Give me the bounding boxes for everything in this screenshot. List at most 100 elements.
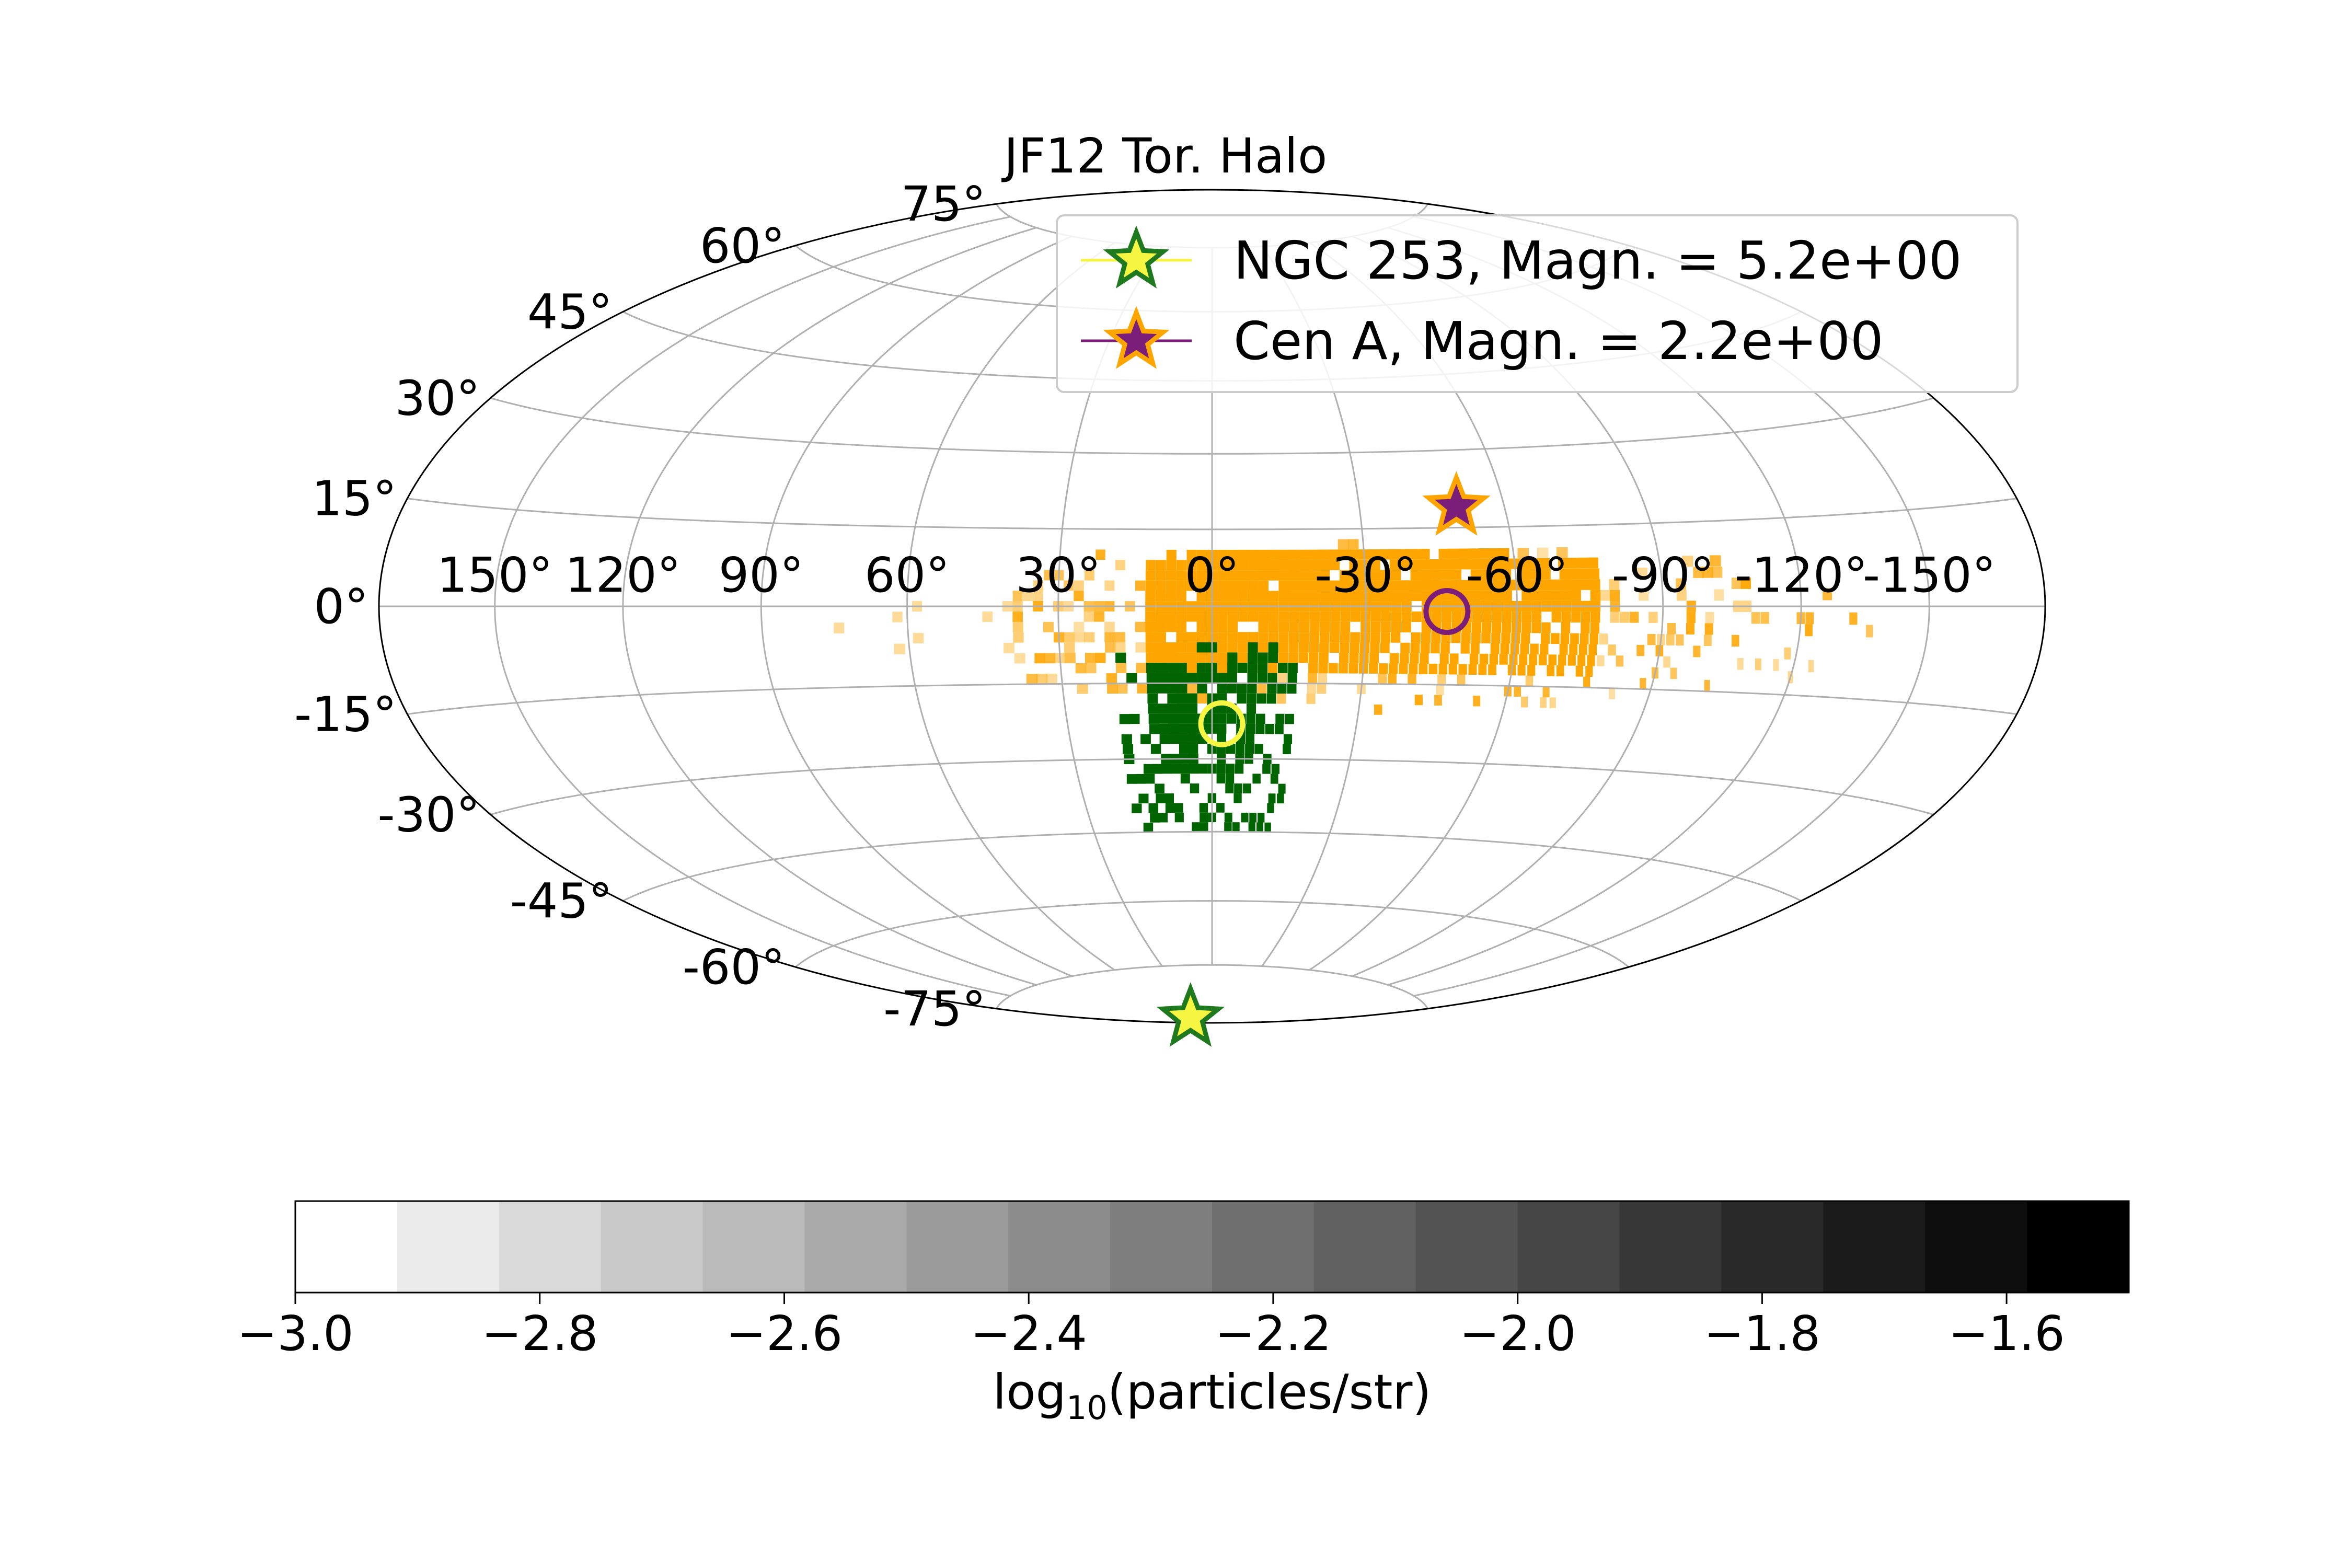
cen-a-density-cell: [1703, 635, 1712, 646]
cen-a-density-cell: [1470, 643, 1480, 654]
colorbar: −3.0 −2.8 −2.6 −2.4 −2.2 −2.0 −1.8 −1.6 log10(p…: [237, 1200, 2130, 1427]
cen-a-density-cell: [1298, 652, 1309, 663]
ngc253-density-cell: [1189, 764, 1199, 774]
cen-a-density-cell: [1379, 663, 1388, 674]
ngc253-density-cell: [1237, 663, 1248, 673]
cen-a-density-cell: [1349, 560, 1360, 570]
cen-a-density-cell: [1540, 643, 1549, 655]
cen-a-density-cell: [1278, 570, 1289, 581]
cen-a-density-cell: [1176, 642, 1187, 653]
colorbar-tick-label: −2.6: [726, 1306, 843, 1362]
cen-a-density-cell: [1481, 580, 1492, 591]
cen-a-density-cell: [1318, 663, 1328, 674]
cen-a-density-cell: [1389, 559, 1401, 570]
ngc253-density-cell: [1168, 713, 1179, 724]
cen-a-density-cell: [1491, 632, 1501, 643]
cen-a-density-cell: [1686, 612, 1696, 624]
legend-label-cen-a: Cen A, Magn. = 2.2e+00: [1233, 310, 1884, 372]
cen-a-density-cell: [1420, 653, 1429, 664]
ngc253-density-cell: [1246, 723, 1255, 734]
cen-a-density-cell: [1600, 590, 1610, 601]
cen-a-density-cell: [1370, 570, 1381, 581]
cen-a-density-cell: [1471, 580, 1482, 591]
ngc253-density-cell: [1248, 642, 1258, 653]
cen-a-density-cell: [1077, 684, 1088, 694]
cen-a-density-cell: [1370, 642, 1380, 653]
ngc253-density-cell: [1227, 652, 1238, 663]
longitude-tick-label: 30°: [1016, 547, 1101, 603]
cen-a-density-cell: [1481, 632, 1491, 643]
cen-a-density-cell: [1420, 642, 1430, 653]
colorbar-level-cell: [1517, 1201, 1620, 1293]
longitude-tick-label: 120°: [565, 547, 681, 603]
cen-a-density-cell: [1034, 653, 1046, 664]
cen-a-density-cell: [1086, 663, 1097, 674]
colorbar-level-cell: [1415, 1201, 1518, 1293]
cen-a-density-cell: [1308, 652, 1319, 663]
cen-a-density-cell: [1156, 591, 1166, 602]
cen-a-density-cell: [1469, 559, 1481, 570]
cen-a-density-cell: [1521, 633, 1530, 644]
cen-a-density-cell: [1278, 580, 1289, 591]
cen-a-density-cell: [1587, 655, 1595, 666]
legend-entry-ngc253: NGC 253, Magn. = 5.2e+00: [1081, 225, 1962, 291]
cen-a-density-cell: [1411, 612, 1422, 622]
cen-a-density-cell: [1319, 652, 1329, 663]
cen-a-density-cell: [1330, 580, 1341, 591]
latitude-tick-label: -45°: [510, 873, 613, 929]
cen-a-density-cell: [1559, 569, 1571, 580]
ngc253-density-cell: [1138, 793, 1149, 803]
ngc253-density-cell: [1283, 734, 1293, 744]
cen-a-density-cell: [1520, 569, 1531, 580]
ngc253-density-cell: [1146, 673, 1157, 684]
cen-a-density-cell: [892, 612, 903, 622]
cen-a-density-cell: [1258, 560, 1269, 571]
cen-a-density-cell: [1569, 568, 1580, 580]
ngc253-density-cell: [1256, 713, 1265, 724]
cen-a-density-cell: [1268, 632, 1278, 642]
ngc253-density-cell: [1224, 812, 1232, 823]
ngc253-density-cell: [1287, 683, 1297, 694]
cen-a-density-cell: [1737, 658, 1744, 670]
cen-a-density-cell: [1482, 590, 1492, 601]
cen-a-density-cell: [1520, 643, 1529, 654]
cen-a-density-cell: [1479, 653, 1489, 665]
cen-a-density-cell: [1451, 580, 1462, 591]
cen-a-density-cell: [1217, 652, 1228, 663]
cen-a-density-cell: [1501, 580, 1512, 591]
cen-a-density-cell: [1570, 633, 1579, 644]
ngc253-density-cell: [1277, 683, 1287, 694]
cen-a-density-cell: [1437, 674, 1446, 685]
cen-a-density-cell: [1589, 579, 1600, 590]
cen-a-density-cell: [1389, 663, 1398, 674]
cen-a-density-cell: [1350, 580, 1361, 591]
cen-a-density-cell: [1559, 644, 1568, 655]
cen-a-source-star-icon: [1422, 471, 1491, 536]
cen-a-density-cell: [1267, 549, 1278, 560]
longitude-tick-label: 60°: [864, 547, 950, 603]
ngc253-density-cell: [1158, 813, 1168, 823]
cen-a-density-cell: [1439, 559, 1451, 570]
cen-a-density-cell: [1330, 632, 1340, 643]
cen-a-density-cell: [1431, 643, 1440, 654]
cen-a-density-cell: [1217, 621, 1228, 632]
cen-a-density-cell: [1636, 644, 1645, 656]
ngc253-density-cell: [1258, 813, 1265, 823]
cen-a-density-cell: [1176, 560, 1187, 571]
cen-a-density-cell: [1115, 663, 1127, 673]
ngc253-density-cell: [1177, 673, 1187, 684]
ngc253-density-cell: [1217, 734, 1226, 744]
cen-a-density-cell: [1370, 621, 1381, 632]
cen-a-density-cell: [1187, 683, 1197, 694]
cen-a-density-cell: [1085, 570, 1094, 581]
ngc253-density-cell: [1258, 652, 1268, 663]
ngc253-density-cell: [1226, 764, 1235, 774]
legend-frame: [1056, 214, 2019, 393]
cen-a-density-cell: [1578, 568, 1590, 580]
cen-a-density-cell: [1277, 673, 1287, 684]
colorbar-level-cell: [1823, 1201, 1926, 1293]
ngc253-density-cell: [1150, 744, 1161, 754]
colorbar-level-cell: [1212, 1201, 1315, 1293]
cen-a-density-cell: [1330, 591, 1341, 602]
ngc253-density-cell: [1150, 813, 1160, 823]
